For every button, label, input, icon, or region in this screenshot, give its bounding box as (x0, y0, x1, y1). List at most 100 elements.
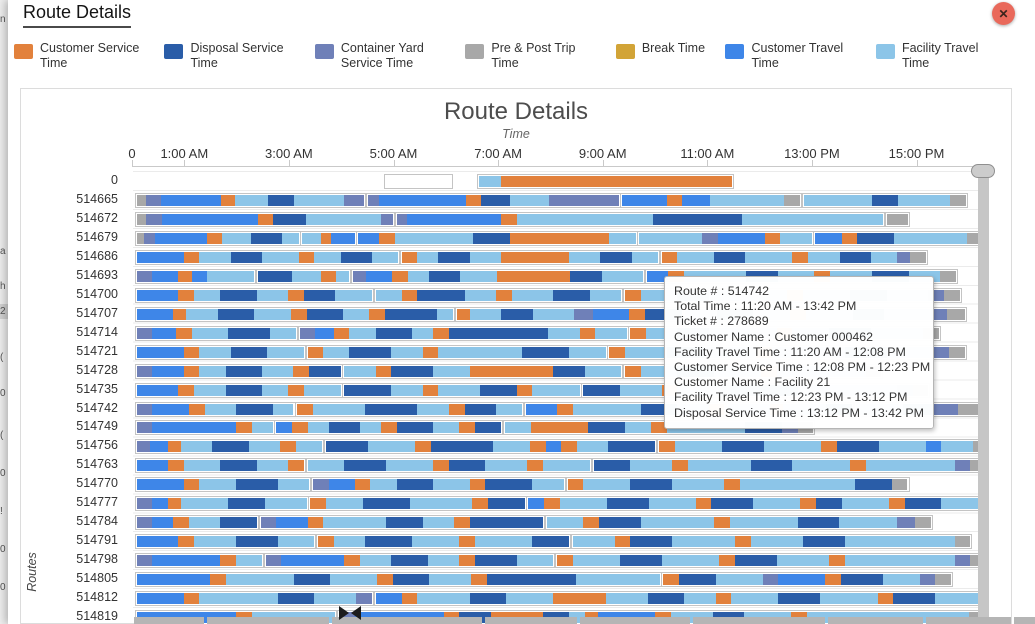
segment-ct[interactable] (136, 574, 210, 586)
segment-ft[interactable] (391, 384, 423, 396)
segment-pp[interactable] (891, 479, 908, 491)
segment-ct[interactable] (717, 232, 765, 244)
segment-ct[interactable] (375, 593, 402, 605)
segment-ds[interactable] (220, 289, 257, 301)
segment-ft[interactable] (878, 441, 926, 453)
segment-ft[interactable] (359, 422, 381, 434)
segment-ft[interactable] (595, 327, 627, 339)
segment-ft[interactable] (225, 574, 294, 586)
segment-ft[interactable] (639, 232, 702, 244)
segment-ct[interactable] (525, 403, 558, 415)
route-trip-bar[interactable] (134, 230, 301, 246)
segment-ft[interactable] (272, 403, 294, 415)
segment-ft[interactable] (325, 498, 363, 510)
route-trip-bar[interactable] (570, 534, 973, 550)
segment-ds[interactable] (220, 460, 257, 472)
segment-ds[interactable] (464, 403, 496, 415)
route-trip-bar[interactable] (801, 192, 969, 208)
segment-cy[interactable] (353, 270, 367, 282)
segment-ft[interactable] (314, 593, 357, 605)
segment-ft[interactable] (336, 270, 350, 282)
route-trip-bar[interactable] (263, 553, 556, 569)
segment-ft[interactable] (417, 251, 439, 263)
segment-ct[interactable] (379, 194, 466, 206)
segment-ds[interactable] (306, 308, 344, 320)
legend-item-pp[interactable]: Pre & Post Trip Time (465, 41, 595, 71)
segment-ft[interactable] (569, 251, 601, 263)
segment-cy[interactable] (762, 574, 779, 586)
segment-ft[interactable] (590, 289, 622, 301)
segment-pp[interactable] (957, 403, 978, 415)
segment-ft[interactable] (291, 270, 321, 282)
segment-cs[interactable] (288, 460, 304, 472)
segment-ct[interactable] (136, 384, 179, 396)
segment-ct[interactable] (152, 365, 184, 377)
segment-ft[interactable] (882, 574, 920, 586)
segment-pp[interactable] (783, 194, 801, 206)
segment-ft[interactable] (427, 555, 460, 567)
segment-ct[interactable] (160, 194, 221, 206)
segment-ds[interactable] (340, 251, 372, 263)
segment-ft[interactable] (191, 327, 229, 339)
segment-ds[interactable] (481, 194, 510, 206)
segment-ft[interactable] (559, 498, 607, 510)
segment-ds[interactable] (257, 270, 292, 282)
segment-ft[interactable] (251, 422, 273, 434)
segment-ds[interactable] (228, 327, 270, 339)
segment-cy[interactable] (136, 498, 153, 510)
segment-cs[interactable] (715, 593, 732, 605)
segment-ft[interactable] (335, 289, 372, 301)
vertical-scrollbar-handle[interactable] (971, 164, 995, 178)
route-trip-bar[interactable] (134, 439, 325, 455)
segment-cs[interactable] (258, 213, 274, 225)
segment-ft[interactable] (314, 251, 341, 263)
segment-ft[interactable] (750, 536, 803, 548)
route-trip-bar[interactable] (255, 268, 352, 284)
segment-ft[interactable] (935, 593, 978, 605)
segment-ft[interactable] (199, 346, 231, 358)
segment-ft[interactable] (584, 365, 622, 377)
segment-ft[interactable] (640, 289, 678, 301)
segment-ds[interactable] (325, 441, 368, 453)
legend-item-cs[interactable]: Customer Service Time (14, 41, 144, 71)
segment-ds[interactable] (480, 384, 517, 396)
segment-ft[interactable] (763, 441, 822, 453)
segment-cs[interactable] (529, 441, 546, 453)
segment-ds[interactable] (644, 308, 682, 320)
route-trip-bar[interactable] (134, 363, 343, 379)
segment-ds[interactable] (532, 536, 570, 548)
segment-cs[interactable] (307, 517, 324, 529)
segment-ft[interactable] (485, 460, 528, 472)
segment-cy[interactable] (897, 251, 911, 263)
segment-ft[interactable] (207, 270, 255, 282)
segment-pp[interactable] (910, 251, 926, 263)
segment-ft[interactable] (808, 251, 840, 263)
legend-item-ds[interactable]: Disposal Service Time (164, 41, 294, 71)
segment-ft[interactable] (511, 289, 554, 301)
segment-ft[interactable] (438, 384, 481, 396)
segment-ft[interactable] (464, 289, 496, 301)
segment-ft[interactable] (893, 232, 968, 244)
segment-ct[interactable] (152, 270, 179, 282)
segment-ds[interactable] (438, 251, 470, 263)
segment-cs[interactable] (178, 384, 195, 396)
route-trip-bar[interactable] (394, 211, 885, 227)
segment-ds[interactable] (583, 384, 620, 396)
segment-ds[interactable] (714, 251, 746, 263)
segment-ct[interactable] (315, 327, 334, 339)
segment-cs[interactable] (659, 441, 675, 453)
segment-ft[interactable] (640, 517, 714, 529)
segment-ds[interactable] (778, 593, 821, 605)
segment-ft[interactable] (648, 498, 696, 510)
segment-ft[interactable] (277, 536, 315, 548)
segment-cy[interactable] (933, 346, 950, 358)
segment-cs[interactable] (792, 251, 809, 263)
vertical-scrollbar-track[interactable] (978, 167, 989, 624)
segment-ft[interactable] (370, 479, 397, 491)
segment-ds[interactable] (474, 422, 502, 434)
segment-cs[interactable] (719, 555, 735, 567)
segment-ft[interactable] (684, 593, 716, 605)
segment-cs[interactable] (495, 289, 512, 301)
segment-ds[interactable] (855, 479, 892, 491)
segment-ds[interactable] (836, 441, 879, 453)
